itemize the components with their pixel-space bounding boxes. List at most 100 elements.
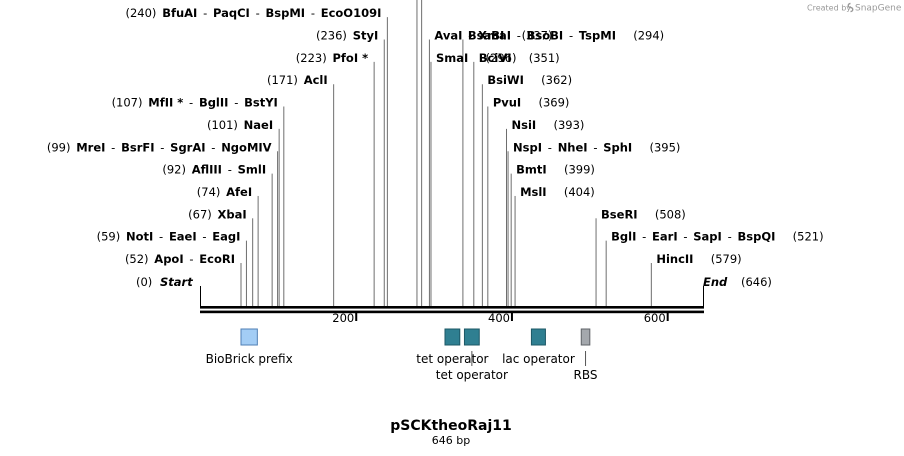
enzyme-name[interactable]: BstYI [244,96,278,110]
enzyme-name[interactable]: SphI [603,140,632,154]
enzyme-name[interactable]: NotI [126,230,153,244]
enzyme-name[interactable]: BspQI [737,230,775,244]
site-label: (92) AflIII - SmlI [162,163,266,177]
site-position: (294) [633,29,664,43]
enzyme-name[interactable]: BsoBI [527,29,564,43]
site-position: (67) [188,207,212,221]
feature-rbs[interactable]: RBS [574,328,598,382]
feature-biobrick-prefix[interactable]: BioBrick prefix [206,328,293,366]
ruler-tick-label: 400 [488,311,510,325]
site-position: (296) [486,51,517,65]
enzyme-name[interactable]: EaeI [169,230,197,244]
enzyme-name[interactable]: BciVI [479,51,512,65]
credit-prefix: Created by [807,4,851,13]
enzyme-name[interactable]: BsaBI [468,29,504,43]
site-bseri: BseRI (508) [601,207,686,221]
site-position: (508) [655,207,686,221]
site-label: PvuI (369) [493,96,570,110]
sequence-ends: (0) Start End (646) [136,275,772,308]
enzyme-name[interactable]: HincII [656,252,693,266]
site-label: BsaBI (337) [468,29,553,43]
site-noti: (59) NotI - EaeI - EagI [97,230,241,244]
map-title: pSCKtheoRaj11 [390,418,512,434]
site-bmti: BmtI (399) [516,163,595,177]
enzyme-name[interactable]: SmaI [436,51,468,65]
enzyme-name[interactable]: MreI [76,140,105,154]
site-position: (521) [793,230,824,244]
credit-brand: SnapGene [855,4,902,14]
site-afei: (74) AfeI [197,185,252,199]
site-position: (399) [564,163,595,177]
enzyme-name[interactable]: BsrFI [121,140,154,154]
feature-tet-operator[interactable]: tet operator [416,328,489,366]
enzyme-name[interactable]: ApoI [154,252,183,266]
enzyme-name[interactable]: BmtI [516,163,547,177]
enzyme-name[interactable]: EcoO109I [321,6,382,20]
site-label: NspI - NheI - SphI (395) [513,140,680,154]
site-label: BsiWI (362) [487,73,572,87]
enzyme-name[interactable]: SgrAI [170,140,205,154]
enzyme-name[interactable]: XbaI [218,207,247,221]
site-leader-lines [240,0,652,306]
site-position: (362) [541,73,572,87]
backbone-strand-bottom [200,310,704,314]
enzyme-name[interactable]: EagI [212,230,240,244]
enzyme-name[interactable]: StyI [353,29,379,43]
enzyme-name[interactable]: TspMI [579,29,616,43]
feature-box[interactable] [444,328,461,346]
enzyme-name[interactable]: BseRI [601,207,638,221]
enzyme-name[interactable]: MslI [520,185,547,199]
site-nsii: NsiI (393) [512,118,585,132]
enzyme-name[interactable]: EcoRI [199,252,235,266]
site-position: (337) [522,29,553,43]
enzyme-name[interactable]: SapI [693,230,722,244]
enzyme-name[interactable]: BspMI [265,6,305,20]
enzyme-name[interactable]: AvaI [434,29,462,43]
feature-box[interactable] [463,328,480,346]
site-label: (171) AclI [267,73,328,87]
site-apoi: (52) ApoI - EcoRI [125,252,235,266]
snapgene-credit: Created by SnapGene [807,2,902,14]
enzyme-name[interactable]: BglII [199,96,229,110]
enzyme-name[interactable]: EarI [652,230,678,244]
feature-label: tet operator [436,368,508,382]
feature-box[interactable] [530,328,546,346]
enzyme-name[interactable]: BglI [611,230,636,244]
feature-tet-operator[interactable]: tet operator [436,328,508,382]
enzyme-name[interactable]: NgoMIV [221,140,271,154]
site-position: (240) [126,6,157,20]
site-position: (99) [47,140,71,154]
enzyme-name[interactable]: NheI [558,140,588,154]
site-label: BglI - EarI - SapI - BspQI (521) [611,230,823,244]
site-hincii: HincII (579) [656,252,741,266]
enzyme-name[interactable]: NaeI [244,118,273,132]
enzyme-name[interactable]: AflIII [192,163,222,177]
enzyme-name[interactable]: XmaI [478,29,511,43]
enzyme-name[interactable]: AfeI [226,185,252,199]
sequence-features: BioBrick prefix tet operator tet operator l… [206,328,598,382]
enzyme-name[interactable]: NsiI [512,118,537,132]
enzyme-name[interactable]: BfuAI [162,6,197,20]
site-position: (579) [711,252,742,266]
enzyme-name[interactable]: PvuI [493,96,521,110]
site-bfuai: (240) BfuAI - PaqCI - BspMI - EcoO109I [126,6,382,20]
enzyme-name[interactable]: PfoI * [332,51,368,65]
site-label: (74) AfeI [197,185,252,199]
site-label: AvaI - XmaI - BsoBI - TspMI (294) [434,29,664,43]
enzyme-name[interactable]: MfII * [148,96,183,110]
enzyme-name[interactable]: PaqCI [213,6,250,20]
feature-lac-operator[interactable]: lac operator [502,328,575,366]
enzyme-name[interactable]: BsiWI [487,73,524,87]
start-position: (0) [136,275,152,289]
site-label: MslI (404) [520,185,595,199]
site-nspi: NspI - NheI - SphI (395) [513,140,680,154]
feature-box[interactable] [240,328,258,346]
ruler-tick-label: 600 [644,311,666,325]
site-position: (52) [125,252,149,266]
site-label: (236) StyI [316,29,378,43]
enzyme-name[interactable]: SmlI [238,163,267,177]
feature-box[interactable] [580,328,591,346]
enzyme-name[interactable]: NspI [513,140,542,154]
enzyme-name[interactable]: AclI [304,73,328,87]
map-length: 646 bp [432,434,470,447]
